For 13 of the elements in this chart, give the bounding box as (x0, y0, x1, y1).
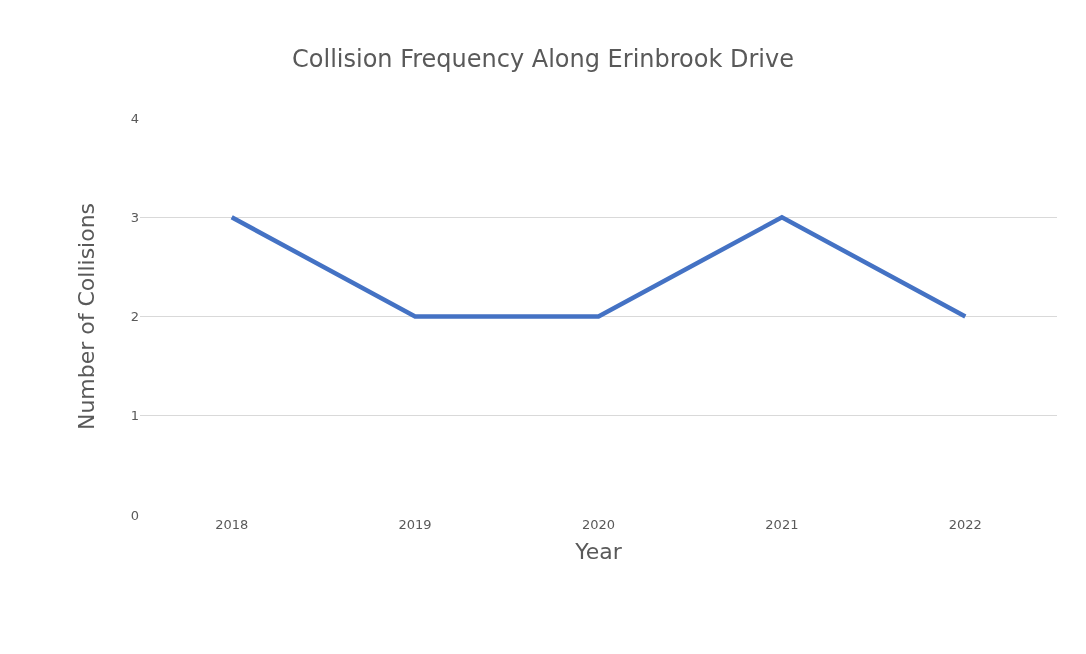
x-tick-label: 2022 (948, 517, 982, 532)
y-axis-title: Number of Collisions (73, 202, 99, 431)
x-tick-label: 2019 (398, 517, 432, 532)
y-tick-label: 4 (130, 110, 139, 126)
x-tick-label: 2020 (581, 517, 616, 532)
x-tick-label: 2021 (765, 517, 799, 532)
y-tick-label: 3 (130, 209, 139, 225)
y-tick-label: 2 (130, 309, 139, 325)
x-axis-title: Year (574, 538, 623, 564)
chart-title: Collision Frequency Along Erinbrook Drive (292, 45, 794, 74)
y-tick-label: 1 (130, 408, 139, 424)
x-tick-label: 2018 (215, 517, 249, 532)
y-tick-label: 0 (130, 507, 139, 523)
